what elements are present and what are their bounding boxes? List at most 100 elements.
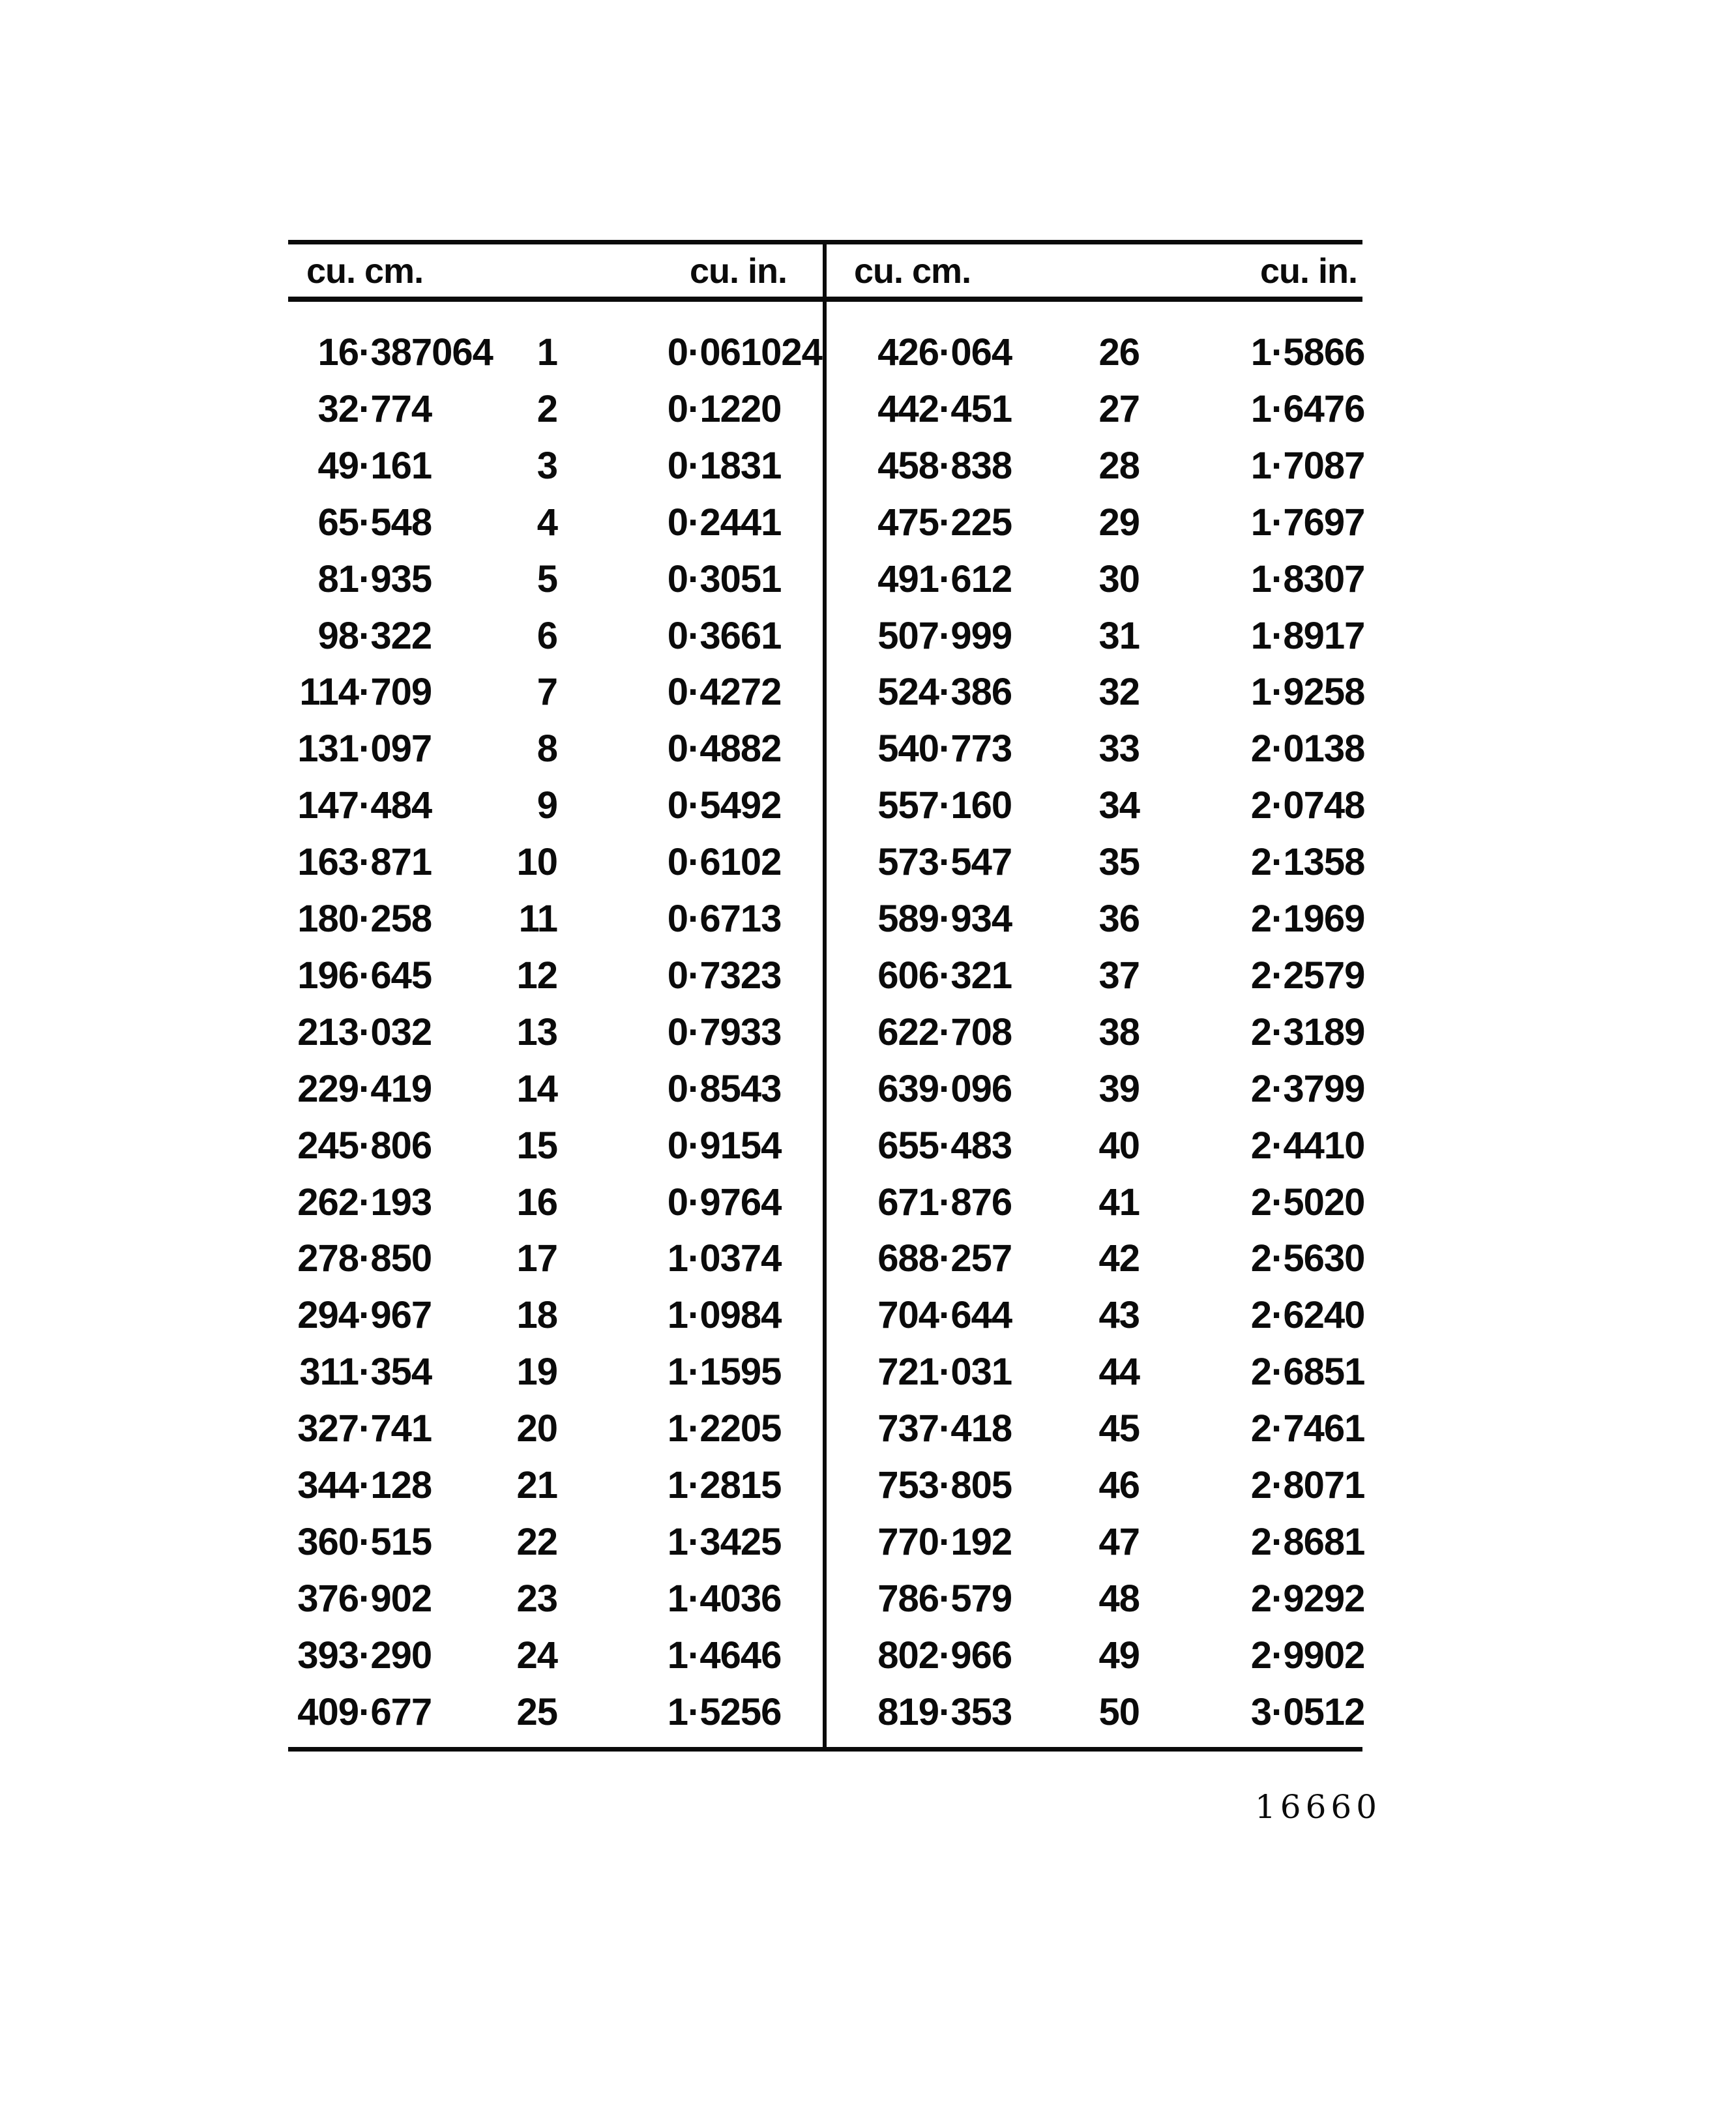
table-row: 49 ·161 3 0 ·1831 [288, 437, 823, 494]
table-row: 557 ·160 34 2 ·0748 [827, 777, 1365, 834]
cu-in-value-int: 1 [667, 1237, 688, 1280]
cu-cm-value-fraction: ·871 [359, 841, 432, 884]
cu-in-value-int: 1 [667, 1464, 688, 1506]
table-row: 409 ·677 25 1 ·5256 [288, 1684, 823, 1740]
cu-cm-value-int: 393 [297, 1634, 359, 1677]
cu-cm-value-int: 32 [317, 387, 359, 430]
cu-cm-value-fraction: ·774 [359, 387, 432, 430]
cu-in-value-int: 1 [667, 1577, 688, 1620]
cu-cm-value-int: 229 [297, 1067, 359, 1110]
cu-in-value-fraction: ·4646 [688, 1634, 782, 1677]
cu-in-value-int: 2 [1250, 1124, 1272, 1167]
cu-in-value-fraction: ·2205 [688, 1407, 782, 1450]
table-row: 606 ·321 37 2 ·2579 [827, 947, 1365, 1004]
cu-cm-value-fraction: ·353 [939, 1690, 1012, 1733]
cu-in-value-int: 2 [1250, 1464, 1272, 1506]
cu-in-value-int: 2 [1250, 1010, 1272, 1053]
cu-cm-value-int: 737 [877, 1407, 939, 1450]
cu-in-value-fraction: ·3051 [688, 557, 782, 600]
table-row: 540 ·773 33 2 ·0138 [827, 720, 1365, 777]
table-bottom-rule [288, 1747, 1362, 1752]
cu-in-value-int: 2 [1250, 727, 1272, 770]
index-value: 25 [516, 1690, 558, 1733]
table-row: 475 ·225 29 1 ·7697 [827, 494, 1365, 551]
cu-cm-value-fraction: ·193 [359, 1181, 432, 1224]
cu-in-value-fraction: ·6851 [1271, 1351, 1365, 1394]
index-value: 3 [537, 444, 558, 487]
cu-in-value-fraction: ·6713 [688, 898, 782, 940]
table-row: 393 ·290 24 1 ·4646 [288, 1627, 823, 1684]
table-row: 426 ·064 26 1 ·5866 [827, 324, 1365, 381]
cu-cm-value-int: 671 [877, 1181, 939, 1224]
cu-cm-value-fraction: ·386 [939, 671, 1012, 714]
index-value: 40 [1098, 1124, 1140, 1167]
table-row: 688 ·257 42 2 ·5630 [827, 1230, 1365, 1287]
cu-in-value-int: 1 [667, 1351, 688, 1394]
table-row: 589 ·934 36 2 ·1969 [827, 890, 1365, 947]
cu-in-value-fraction: ·2579 [1271, 954, 1365, 997]
index-value: 1 [537, 331, 558, 374]
cu-cm-value-fraction: ·192 [939, 1520, 1012, 1563]
index-value: 26 [1098, 331, 1140, 374]
cu-in-value-int: 1 [1250, 387, 1272, 430]
index-value: 31 [1098, 614, 1140, 657]
cu-cm-value-int: 16 [317, 331, 359, 374]
plate-number: 16660 [1255, 1788, 1382, 1826]
cu-cm-value-int: 344 [297, 1464, 359, 1506]
index-value: 48 [1098, 1577, 1140, 1620]
index-value: 16 [516, 1181, 558, 1224]
cu-cm-value-fraction: ·097 [359, 727, 432, 770]
cu-in-value-fraction: ·5630 [1271, 1237, 1365, 1280]
cu-in-value-fraction: ·9292 [1271, 1577, 1365, 1620]
cu-cm-value-fraction: ·031 [939, 1351, 1012, 1394]
index-value: 36 [1098, 898, 1140, 940]
index-value: 8 [537, 727, 558, 770]
cu-in-value-int: 0 [667, 671, 688, 714]
cu-cm-value-fraction: ·708 [939, 1010, 1012, 1053]
table-row: 294 ·967 18 1 ·0984 [288, 1287, 823, 1343]
cu-cm-value-fraction: ·548 [359, 501, 432, 544]
cu-cm-value-int: 196 [297, 954, 359, 997]
table-row: 770 ·192 47 2 ·8681 [827, 1514, 1365, 1570]
cu-in-value-int: 1 [667, 1690, 688, 1733]
table-row: 360 ·515 22 1 ·3425 [288, 1514, 823, 1570]
cu-in-value-int: 0 [667, 841, 688, 884]
table-row: 786 ·579 48 2 ·9292 [827, 1570, 1365, 1627]
cu-cm-value-fraction: ·161 [359, 444, 432, 487]
cu-cm-value-fraction: ·064 [939, 331, 1012, 374]
table-row: 442 ·451 27 1 ·6476 [827, 381, 1365, 437]
cu-in-value-fraction: ·5492 [688, 784, 782, 827]
cu-cm-value-fraction: ·773 [939, 727, 1012, 770]
index-value: 5 [537, 557, 558, 600]
cu-cm-value-int: 360 [297, 1520, 359, 1563]
cu-in-value-int: 1 [667, 1294, 688, 1337]
cu-cm-value-int: 557 [877, 784, 939, 827]
cu-in-value-int: 2 [1250, 1577, 1272, 1620]
cu-cm-value-fraction: ·677 [359, 1690, 432, 1733]
cu-cm-value-fraction: ·838 [939, 444, 1012, 487]
cu-cm-value-fraction: ·999 [939, 614, 1012, 657]
table-row: 229 ·419 14 0 ·8543 [288, 1061, 823, 1117]
cu-in-value-int: 2 [1250, 784, 1272, 827]
index-value: 35 [1098, 841, 1140, 884]
cu-in-value-int: 1 [1250, 331, 1272, 374]
cu-in-value-int: 2 [1250, 1351, 1272, 1394]
index-value: 45 [1098, 1407, 1140, 1450]
cu-in-value-fraction: ·3661 [688, 614, 782, 657]
header-cu-in-left: cu. in. [689, 252, 787, 291]
table-row: 81 ·935 5 0 ·3051 [288, 551, 823, 608]
cu-cm-value-int: 163 [297, 841, 359, 884]
cu-cm-value-int: 147 [297, 784, 359, 827]
cu-cm-value-int: 606 [877, 954, 939, 997]
cu-in-value-int: 0 [667, 1124, 688, 1167]
index-value: 2 [537, 387, 558, 430]
cu-cm-value-fraction: ·160 [939, 784, 1012, 827]
cu-cm-value-fraction: ·876 [939, 1181, 1012, 1224]
table-row: 311 ·354 19 1 ·1595 [288, 1343, 823, 1400]
cu-in-value-int: 0 [667, 1010, 688, 1053]
cu-in-value-fraction: ·3189 [1271, 1010, 1365, 1053]
cu-in-value-fraction: ·7697 [1271, 501, 1365, 544]
table-row: 262 ·193 16 0 ·9764 [288, 1174, 823, 1231]
cu-cm-value-int: 688 [877, 1237, 939, 1280]
cu-cm-value-fraction: ·354 [359, 1351, 432, 1394]
